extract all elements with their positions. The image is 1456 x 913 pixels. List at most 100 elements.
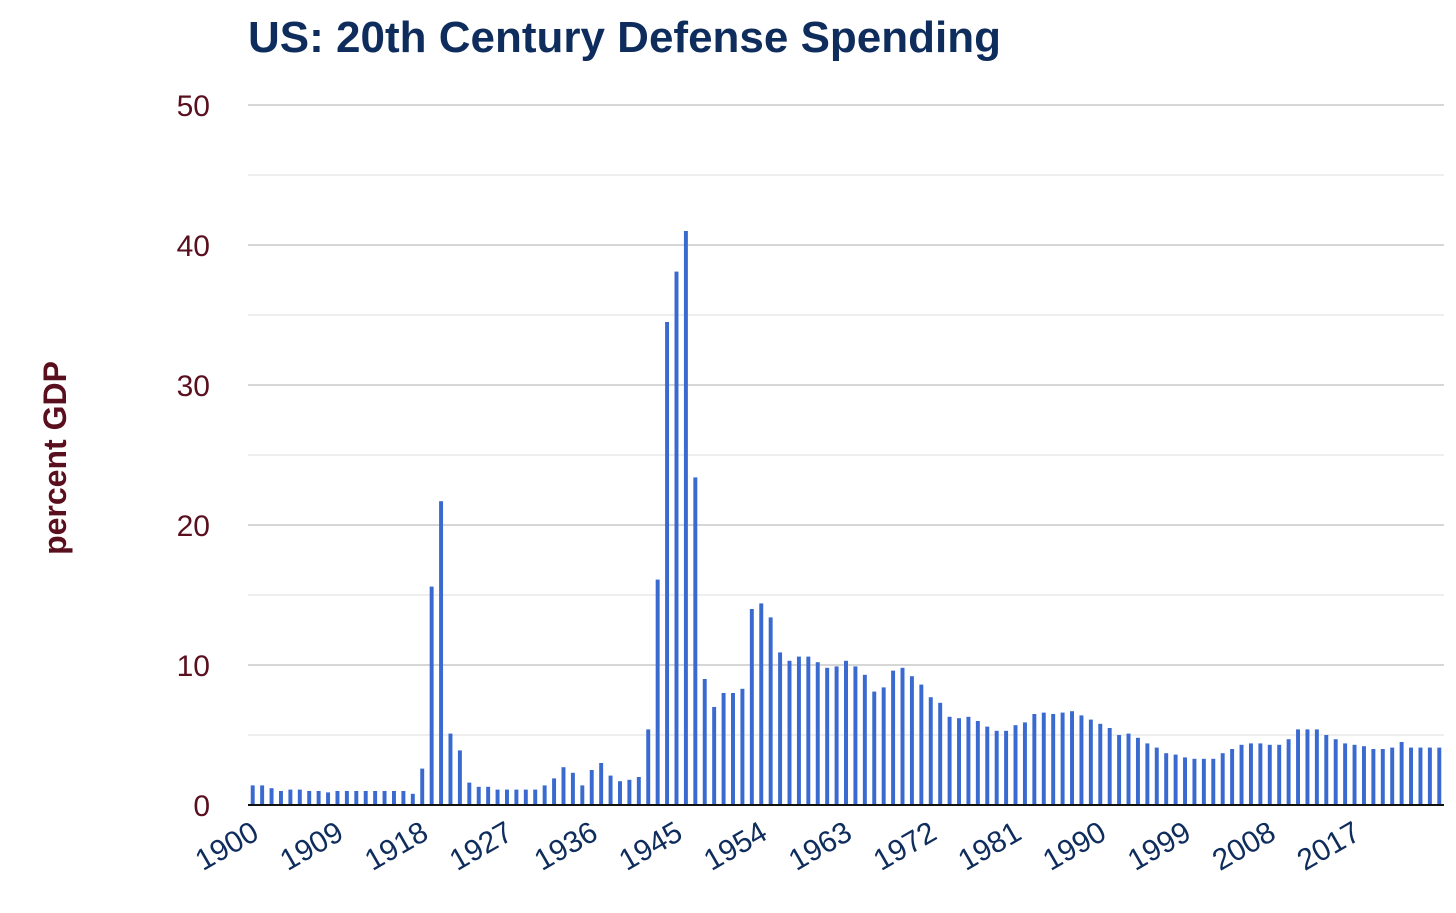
- bar-1943: [655, 579, 660, 805]
- bar-1955: [768, 617, 773, 805]
- x-tick-label-1981: 1981: [953, 815, 1027, 877]
- bar-1968: [891, 670, 896, 805]
- bar-1907: [316, 791, 321, 805]
- bars: [250, 231, 1442, 806]
- y-tick-label-40: 40: [177, 230, 210, 263]
- bar-1922: [457, 750, 462, 805]
- bar-1990: [1098, 723, 1103, 805]
- bar-1956: [778, 652, 783, 805]
- bar-1972: [928, 697, 933, 805]
- bar-1945: [674, 271, 679, 806]
- bar-1960: [815, 662, 820, 805]
- bar-1989: [1088, 719, 1093, 805]
- bar-1957: [787, 660, 792, 805]
- bar-1975: [957, 718, 961, 805]
- bar-1930: [533, 789, 538, 805]
- bar-1909: [335, 791, 340, 805]
- x-tick-label-1900: 1900: [190, 815, 264, 877]
- y-tick-label-10: 10: [177, 650, 210, 683]
- bar-2011: [1296, 729, 1301, 805]
- bar-2003: [1220, 753, 1225, 805]
- bar-1946: [683, 231, 688, 805]
- bar-1992: [1117, 735, 1122, 805]
- bar-1944: [665, 322, 670, 805]
- bar-1963: [844, 660, 848, 805]
- bar-1935: [580, 785, 585, 805]
- x-tick-label-1909: 1909: [275, 815, 349, 877]
- bar-2007: [1258, 743, 1263, 805]
- x-tick-label-2017: 2017: [1292, 815, 1366, 877]
- bar-2022: [1399, 742, 1404, 805]
- bar-1918: [420, 768, 425, 805]
- bar-1976: [966, 716, 971, 805]
- x-tick-label-1972: 1972: [868, 815, 942, 877]
- bar-2013: [1314, 729, 1319, 805]
- x-tick-label-2008: 2008: [1207, 815, 1281, 877]
- bar-1984: [1041, 712, 1046, 805]
- bar-1917: [410, 793, 415, 805]
- x-tick-label-1936: 1936: [529, 815, 603, 877]
- bar-1912: [363, 791, 368, 805]
- bar-1923: [467, 782, 472, 805]
- bar-1999: [1183, 757, 1188, 805]
- bar-1919: [429, 586, 434, 805]
- bar-2006: [1248, 743, 1253, 805]
- x-tick-label-1999: 1999: [1122, 815, 1196, 877]
- bar-1938: [608, 775, 613, 805]
- bar-2001: [1201, 758, 1206, 805]
- bar-1915: [391, 791, 396, 805]
- bar-1932: [552, 778, 557, 805]
- bar-1905: [297, 789, 302, 805]
- bar-1967: [881, 687, 886, 805]
- bar-1906: [307, 791, 312, 805]
- bar-1965: [862, 674, 867, 805]
- bar-1980: [1004, 730, 1009, 805]
- bar-1908: [326, 792, 331, 805]
- x-tick-label-1963: 1963: [783, 815, 857, 877]
- bar-1997: [1164, 753, 1169, 805]
- bar-1977: [975, 721, 980, 805]
- bar-1982: [1022, 722, 1027, 805]
- bar-2017: [1352, 744, 1357, 805]
- bar-1991: [1107, 728, 1112, 805]
- bar-1925: [486, 786, 491, 805]
- bar-1904: [288, 789, 293, 805]
- bar-1954: [759, 603, 764, 805]
- bar-1964: [853, 666, 858, 805]
- bar-1928: [514, 789, 519, 805]
- bar-undefined: [1437, 747, 1442, 805]
- bar-1978: [985, 726, 990, 805]
- bar-1950: [721, 693, 726, 805]
- bar-2015: [1333, 739, 1338, 805]
- y-axis-ticks: 0 10 20 30 40 50: [177, 90, 210, 823]
- bar-1987: [1070, 711, 1074, 805]
- bar-2010: [1286, 739, 1291, 805]
- bar-1947: [693, 477, 698, 805]
- bar-1953: [749, 609, 754, 805]
- bar-1979: [994, 730, 999, 805]
- bar-2002: [1211, 758, 1216, 805]
- bar-1951: [731, 693, 735, 805]
- bar-1939: [618, 781, 622, 805]
- x-tick-label-1954: 1954: [698, 815, 772, 877]
- gridlines: [248, 104, 1444, 736]
- bar-2024: [1418, 747, 1423, 805]
- bar-1924: [476, 786, 481, 805]
- bar-1942: [646, 729, 651, 805]
- bar-1969: [900, 667, 905, 805]
- bar-1921: [448, 733, 453, 805]
- y-tick-label-20: 20: [177, 510, 210, 543]
- bar-1913: [373, 791, 378, 805]
- bar-1911: [354, 791, 359, 805]
- bar-1910: [344, 791, 349, 805]
- bar-1916: [401, 791, 406, 805]
- bar-1971: [919, 684, 924, 805]
- bar-2000: [1192, 758, 1197, 805]
- bar-1958: [796, 656, 801, 805]
- y-axis-label: percent GDP: [37, 361, 73, 555]
- bar-1988: [1079, 715, 1084, 805]
- bar-1941: [636, 777, 641, 805]
- bar-1959: [806, 656, 811, 805]
- bar-1934: [570, 772, 575, 805]
